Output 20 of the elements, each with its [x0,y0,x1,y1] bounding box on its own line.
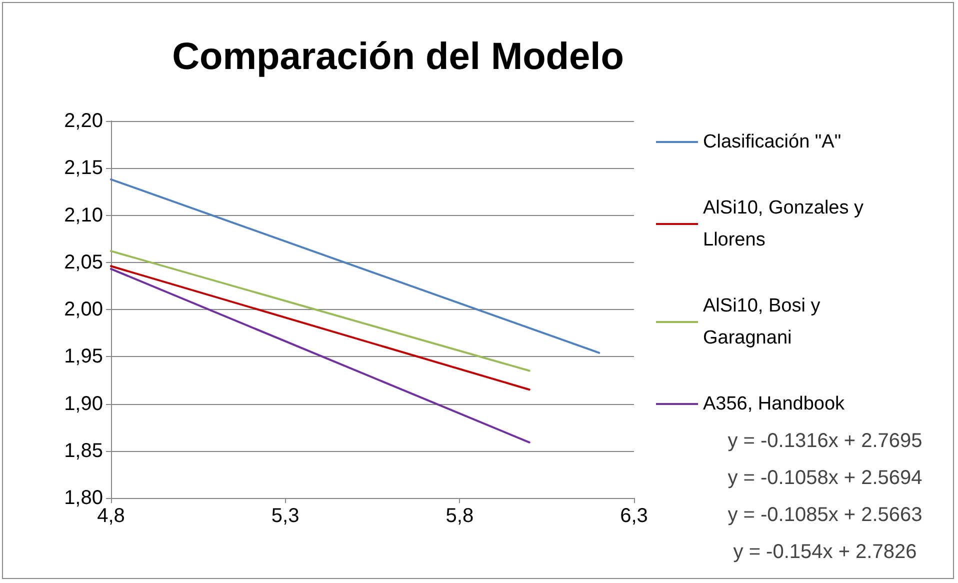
legend-label: AlSi10, Bosi y Garagnani [703,296,826,348]
y-tick-label: 2,05 [64,251,103,274]
y-tick-label: 2,00 [64,298,103,320]
text: y = -0.154x + 2.7826 [733,541,917,563]
x-tick-label: 5,8 [446,505,474,527]
x-tick-label: 6,3 [620,505,648,527]
text: y = -0.1316x + 2.7695 [728,430,922,452]
y-tick-label: 1,95 [64,346,103,368]
chart-title: Comparación del Modelo [172,36,624,78]
y-tick-label: 1,85 [64,440,103,462]
text: y = -0.1085x + 2.5663 [728,504,922,526]
legend-label: A356, Handbook [703,394,846,414]
legend-label: Clasificación "A" [703,132,842,152]
text: y = -0.1058x + 2.5694 [728,467,922,489]
legend-label: AlSi10, Gonzales y Llorens [703,198,869,250]
y-tick-label: 2,20 [64,110,103,132]
y-tick-label: 2,15 [64,157,103,180]
y-tick-label: 1,90 [64,392,103,415]
x-tick-label: 5,3 [271,505,300,527]
y-tick-label: 2,10 [64,204,103,226]
